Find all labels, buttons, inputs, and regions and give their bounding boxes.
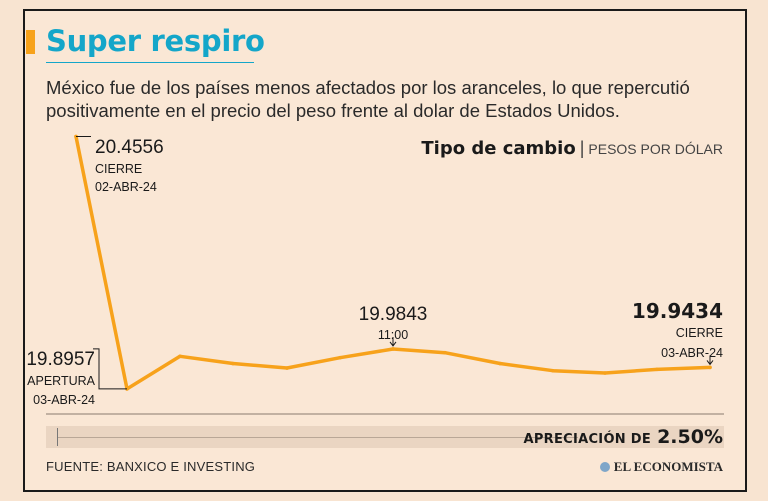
data-point <box>285 366 289 370</box>
page-title: Super respiro <box>46 24 265 58</box>
source-note: FUENTE: BANXICO E INVESTING <box>46 459 256 474</box>
annotation-label: CIERRE <box>676 326 723 340</box>
appreciation-value: 2.50% <box>657 426 723 448</box>
band-guide-line <box>58 437 578 438</box>
annotation-leader <box>93 348 127 390</box>
annotation-arrow <box>389 336 397 347</box>
title-accent-bar <box>26 30 35 54</box>
chart-title: Tipo de cambio <box>421 138 576 159</box>
annotation-label: CIERRE <box>95 162 142 176</box>
annotation-value: 19.9843 <box>359 304 428 325</box>
annotation-label: 03-ABR-24 <box>33 393 95 407</box>
annotation-value: 19.8957 <box>26 349 95 370</box>
logo-text: EL ECONOMISTA <box>613 459 723 474</box>
annotation-arrow <box>706 355 714 366</box>
chart-unit: PESOS POR DÓLAR <box>588 141 723 157</box>
title-underline <box>46 62 254 63</box>
subtitle-line-2: positivamente en el precio del peso fren… <box>46 100 620 121</box>
data-point <box>391 347 395 351</box>
annotation-value: 19.9434 <box>632 299 723 323</box>
annotation-label: 11:00 <box>378 328 408 342</box>
data-point <box>231 361 235 366</box>
chart-heading-separator: | <box>579 138 585 158</box>
annotation-label: APERTURA <box>27 374 96 388</box>
appreciation-readout: APRECIACIÓN DE 2.50% <box>523 426 723 448</box>
data-point <box>603 371 607 375</box>
line-layer <box>74 134 712 391</box>
data-point <box>338 355 342 360</box>
subtitle-line-1: México fue de los países menos afectados… <box>46 77 690 98</box>
band-start-tick <box>57 428 58 446</box>
annotation-label: 03-ABR-24 <box>661 346 723 360</box>
series-line <box>74 134 712 391</box>
infographic-frame <box>23 9 747 492</box>
annotation-value: 20.4556 <box>95 137 164 158</box>
data-point <box>443 350 447 355</box>
data-point <box>178 354 182 359</box>
data-point <box>655 367 659 372</box>
chart-heading: Tipo de cambio | PESOS POR DÓLAR <box>421 138 723 159</box>
data-point <box>498 361 502 366</box>
subtitle: México fue de los países menos afectados… <box>46 76 736 122</box>
data-point <box>551 368 555 373</box>
logo-mark-icon <box>599 462 610 472</box>
appreciation-label: APRECIACIÓN DE <box>523 432 652 447</box>
publisher-logo: EL ECONOMISTA <box>599 459 723 475</box>
annotation-label: 02-ABR-24 <box>95 180 157 194</box>
data-point <box>708 365 712 370</box>
annotation-layer: 20.4556 CIERRE 02-ABR-24 19.8957 APERTURA 03-… <box>26 135 723 407</box>
